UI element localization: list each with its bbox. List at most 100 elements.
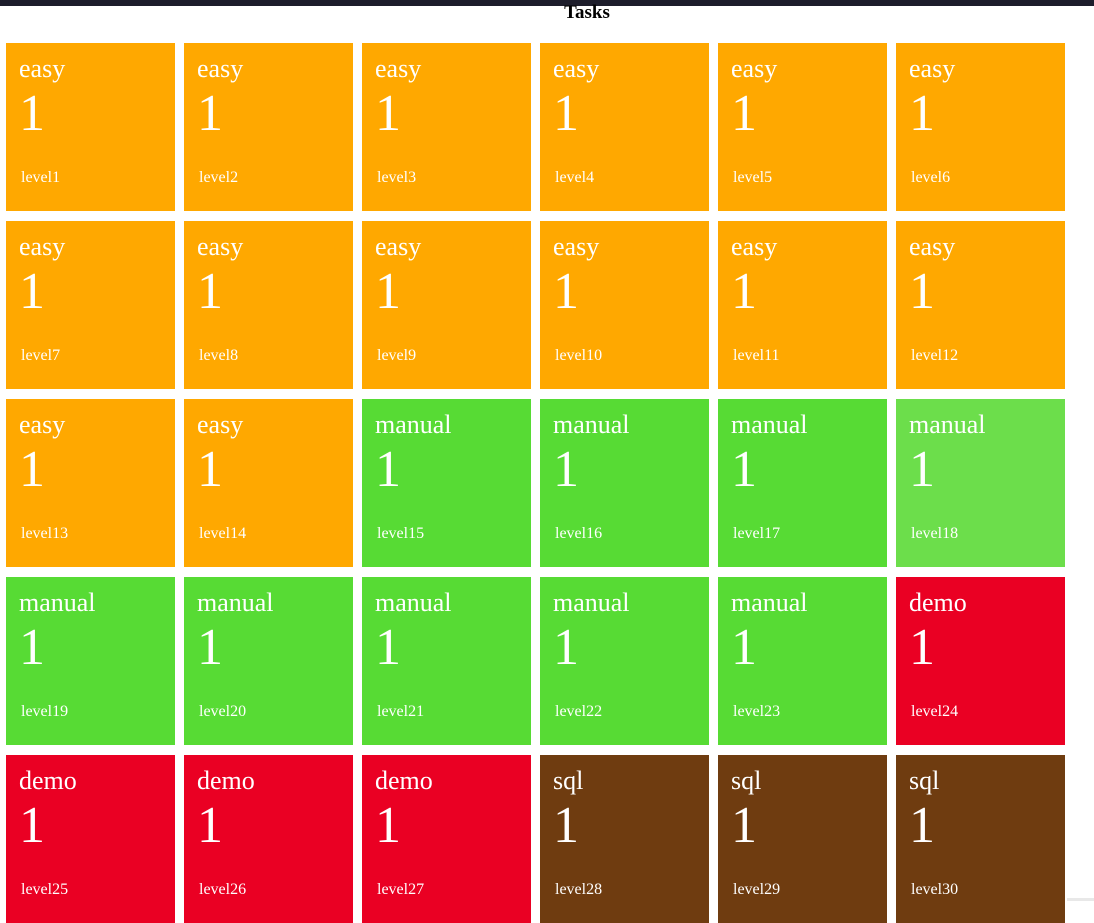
task-tile-level5[interactable]: easy 1 level5 (718, 43, 887, 211)
task-tile-level1[interactable]: easy 1 level1 (6, 43, 175, 211)
tile-level-label: level30 (911, 881, 959, 898)
tile-category: manual (375, 410, 452, 439)
task-tile-level27[interactable]: demo 1 level27 (362, 755, 531, 923)
tile-category: easy (731, 232, 778, 261)
task-tile-level6[interactable]: easy 1 level6 (896, 43, 1065, 211)
tile-level-label: level17 (733, 525, 781, 542)
task-tile-level2[interactable]: easy 1 level2 (184, 43, 353, 211)
task-tile-level16[interactable]: manual 1 level16 (540, 399, 709, 567)
tile-count: 1 (19, 263, 45, 320)
task-tile-level18[interactable]: manual 1 level18 (896, 399, 1065, 567)
tile-count: 1 (909, 797, 935, 854)
tile-level-label: level10 (555, 347, 603, 364)
task-tile-level4[interactable]: easy 1 level4 (540, 43, 709, 211)
page-edge (1067, 898, 1094, 901)
tile-count: 1 (375, 619, 401, 676)
task-tile-level11[interactable]: easy 1 level11 (718, 221, 887, 389)
tile-category: easy (375, 232, 422, 261)
tile-level-label: level7 (21, 347, 61, 364)
task-tile-level26[interactable]: demo 1 level26 (184, 755, 353, 923)
task-tile-level17[interactable]: manual 1 level17 (718, 399, 887, 567)
tile-category: manual (375, 588, 452, 617)
tile-count: 1 (197, 797, 223, 854)
tile-count: 1 (731, 619, 757, 676)
task-tile-level25[interactable]: demo 1 level25 (6, 755, 175, 923)
tile-category: manual (731, 588, 808, 617)
tile-count: 1 (731, 441, 757, 498)
tile-count: 1 (731, 797, 757, 854)
tile-level-label: level15 (377, 525, 425, 542)
tile-level-label: level23 (733, 703, 781, 720)
tile-level-label: level6 (911, 169, 951, 186)
task-tile-level24[interactable]: demo 1 level24 (896, 577, 1065, 745)
task-tile-level30[interactable]: sql 1 level30 (896, 755, 1065, 923)
tile-category: easy (909, 54, 956, 83)
task-tile-level21[interactable]: manual 1 level21 (362, 577, 531, 745)
tile-level-label: level18 (911, 525, 959, 542)
tile-level-label: level22 (555, 703, 603, 720)
tile-category: easy (909, 232, 956, 261)
task-tile-level10[interactable]: easy 1 level10 (540, 221, 709, 389)
tile-category: sql (909, 766, 940, 795)
tile-count: 1 (731, 85, 757, 142)
tile-level-label: level19 (21, 703, 69, 720)
tile-category: easy (553, 54, 600, 83)
tile-count: 1 (553, 263, 579, 320)
tile-category: easy (731, 54, 778, 83)
tile-count: 1 (19, 441, 45, 498)
tile-level-label: level26 (199, 881, 247, 898)
task-tile-level3[interactable]: easy 1 level3 (362, 43, 531, 211)
task-tile-level22[interactable]: manual 1 level22 (540, 577, 709, 745)
tile-count: 1 (19, 797, 45, 854)
task-tile-level23[interactable]: manual 1 level23 (718, 577, 887, 745)
tile-category: demo (375, 766, 433, 795)
task-tile-level9[interactable]: easy 1 level9 (362, 221, 531, 389)
task-tile-level12[interactable]: easy 1 level12 (896, 221, 1065, 389)
task-tile-level14[interactable]: easy 1 level14 (184, 399, 353, 567)
tile-category: easy (375, 54, 422, 83)
tile-level-label: level20 (199, 703, 247, 720)
tile-category: demo (19, 766, 77, 795)
tile-category: manual (731, 410, 808, 439)
tile-level-label: level5 (733, 169, 773, 186)
task-grid: easy 1 level1 easy 1 level2 easy 1 level3 easy 1 le… (6, 43, 1066, 923)
task-tile-level28[interactable]: sql 1 level28 (540, 755, 709, 923)
task-tile-level8[interactable]: easy 1 level8 (184, 221, 353, 389)
tile-count: 1 (553, 85, 579, 142)
tile-category: easy (19, 54, 66, 83)
tile-level-label: level21 (377, 703, 425, 720)
page-title: Tasks (564, 2, 610, 23)
tile-level-label: level28 (555, 881, 603, 898)
tile-category: easy (553, 232, 600, 261)
tile-level-label: level11 (733, 347, 780, 364)
tile-level-label: level27 (377, 881, 425, 898)
top-bar (0, 0, 1094, 6)
tile-level-label: level29 (733, 881, 781, 898)
tile-level-label: level8 (199, 347, 239, 364)
tile-category: manual (197, 588, 274, 617)
tile-level-label: level9 (377, 347, 417, 364)
tile-level-label: level25 (21, 881, 69, 898)
tile-category: manual (553, 410, 630, 439)
task-tile-level19[interactable]: manual 1 level19 (6, 577, 175, 745)
tile-level-label: level14 (199, 525, 247, 542)
tile-category: sql (731, 766, 762, 795)
tile-count: 1 (553, 797, 579, 854)
task-tile-level7[interactable]: easy 1 level7 (6, 221, 175, 389)
task-tile-level15[interactable]: manual 1 level15 (362, 399, 531, 567)
tile-count: 1 (375, 797, 401, 854)
tile-category: easy (19, 232, 66, 261)
tile-level-label: level12 (911, 347, 959, 364)
task-tile-level29[interactable]: sql 1 level29 (718, 755, 887, 923)
tile-category: demo (909, 588, 967, 617)
tile-count: 1 (909, 263, 935, 320)
tile-category: manual (19, 588, 96, 617)
tile-level-label: level13 (21, 525, 69, 542)
tile-level-label: level2 (199, 169, 239, 186)
task-tile-level20[interactable]: manual 1 level20 (184, 577, 353, 745)
tile-count: 1 (19, 85, 45, 142)
tile-category: easy (197, 232, 244, 261)
tile-category: sql (553, 766, 584, 795)
tile-count: 1 (197, 619, 223, 676)
task-tile-level13[interactable]: easy 1 level13 (6, 399, 175, 567)
